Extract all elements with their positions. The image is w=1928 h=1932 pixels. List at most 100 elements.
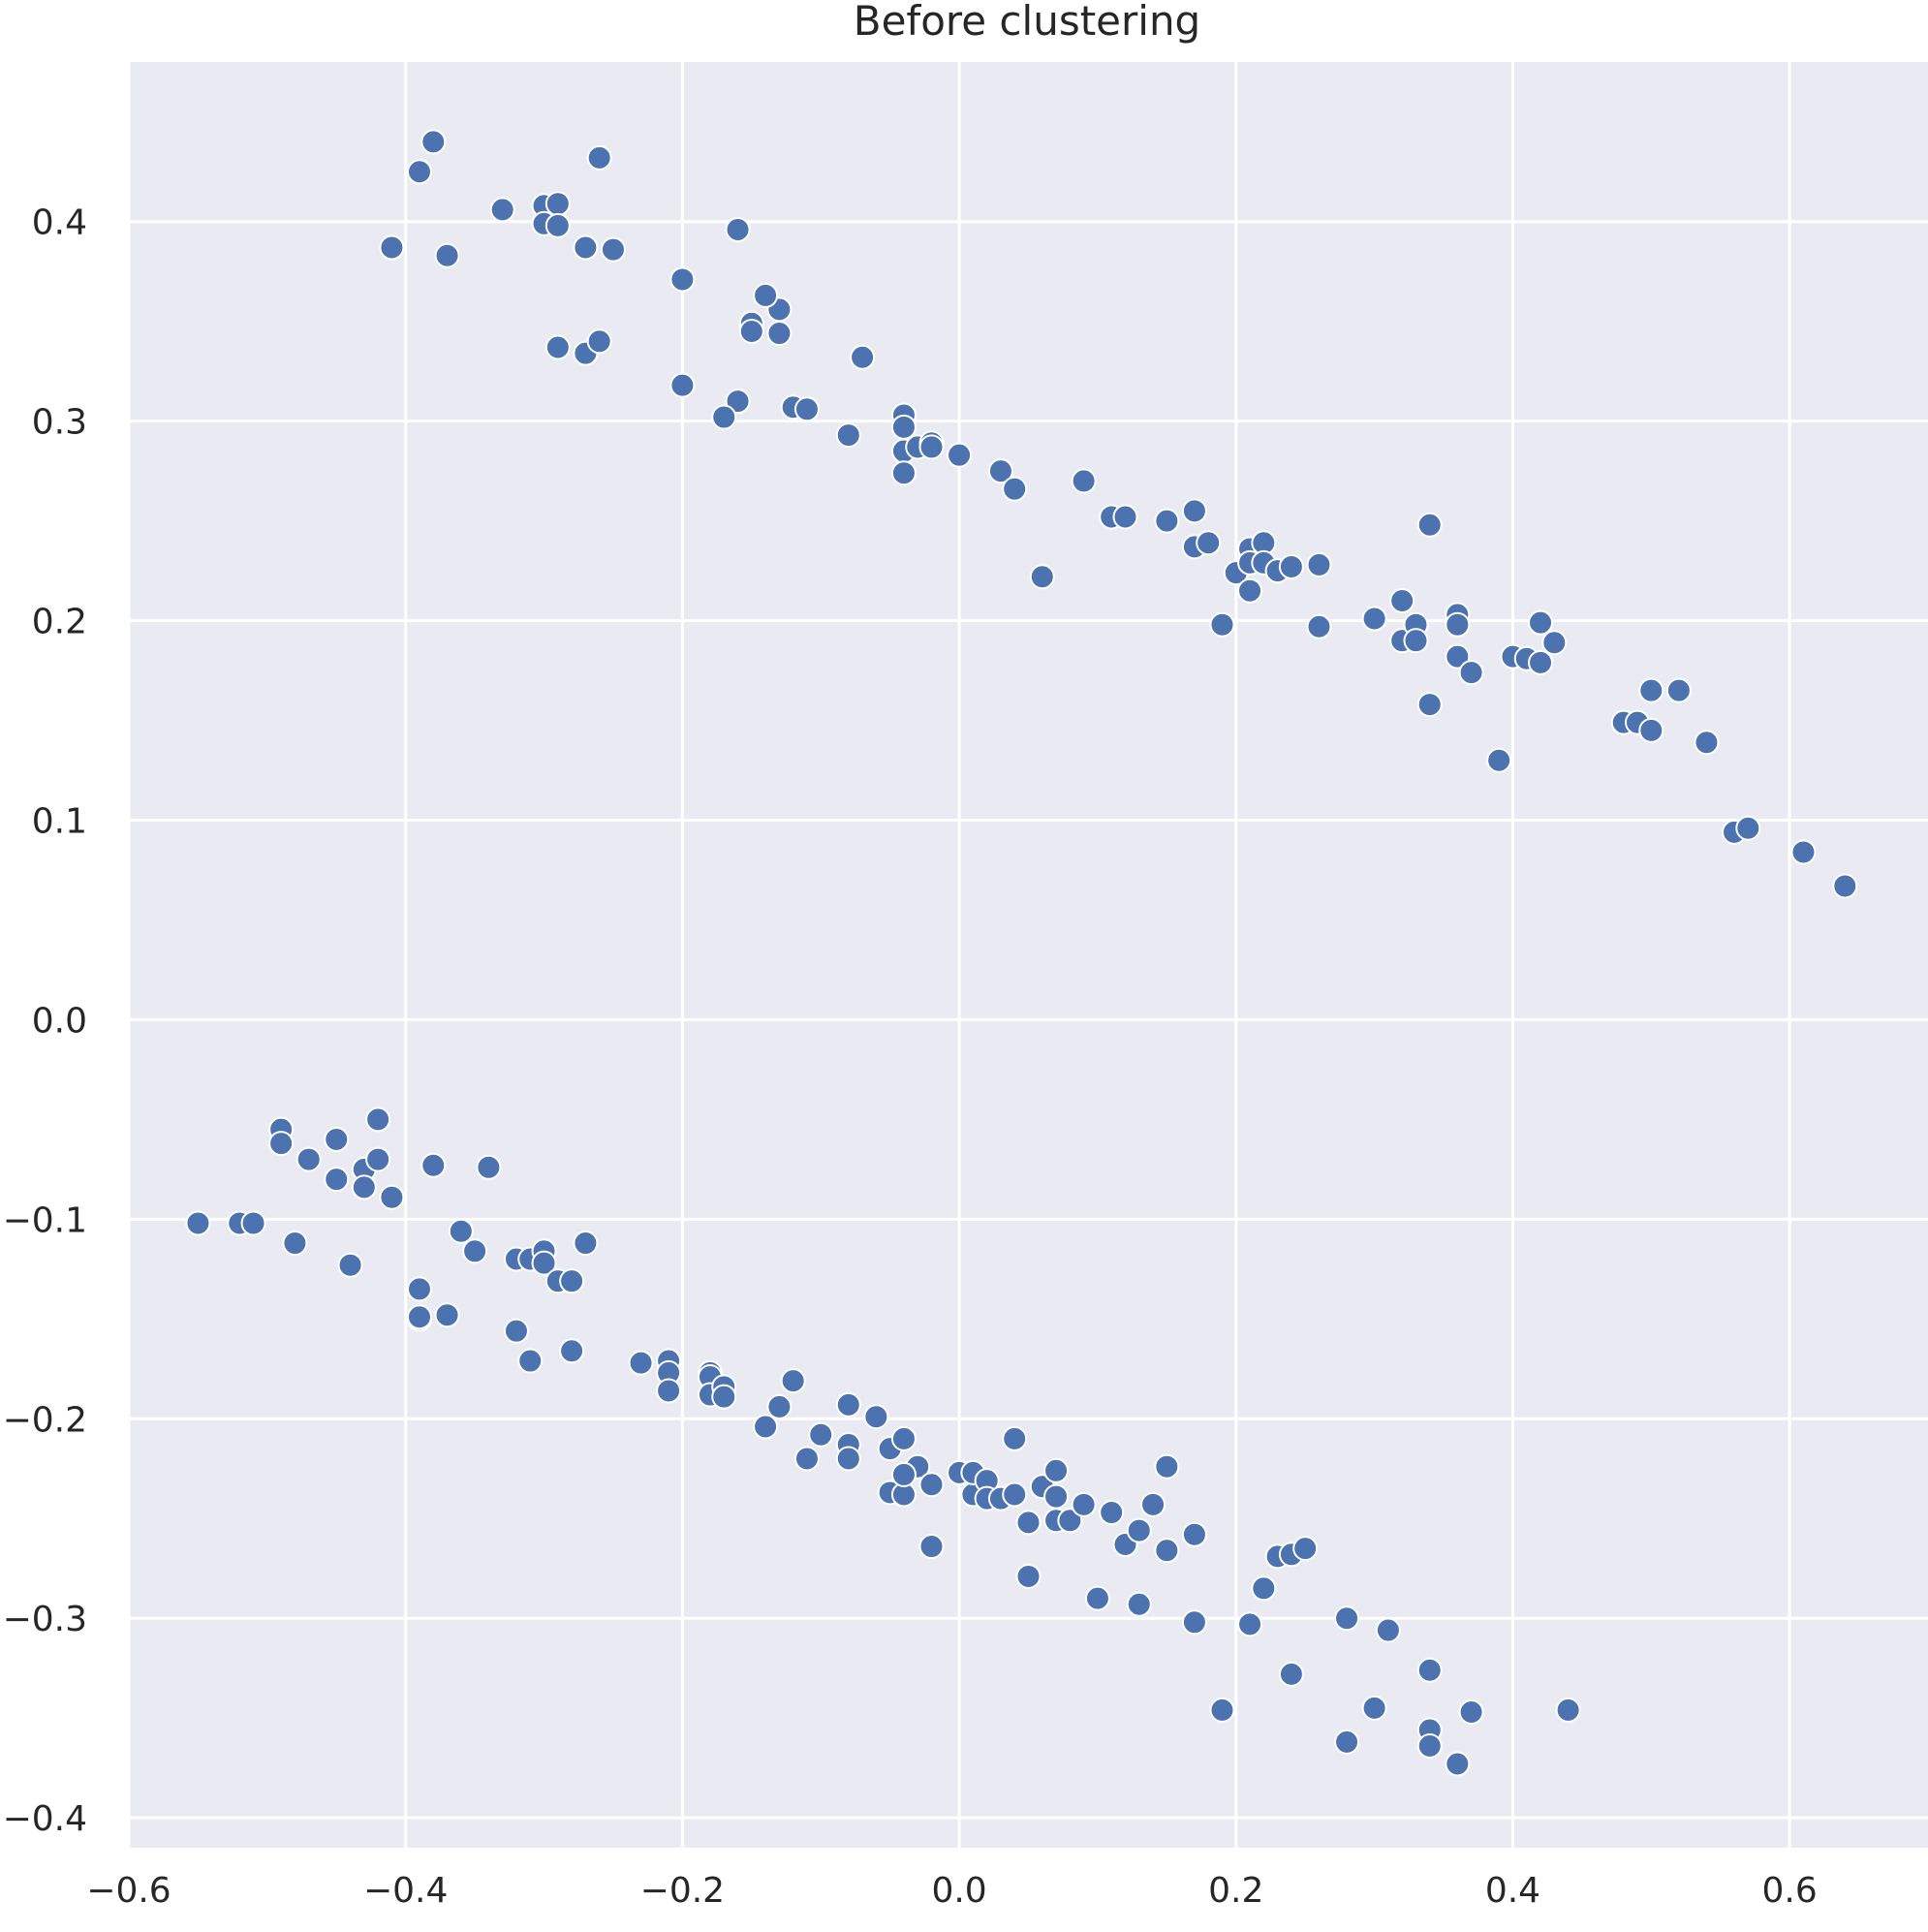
- data-point-s1-80: [1126, 1591, 1152, 1617]
- data-point-s1-67: [1002, 1425, 1028, 1451]
- data-point-s0-7: [544, 212, 571, 238]
- data-point-s0-57: [1306, 613, 1332, 639]
- data-point-s1-96: [1361, 1695, 1387, 1721]
- data-point-s1-100: [1416, 1732, 1443, 1759]
- data-points: [185, 129, 1858, 1777]
- data-point-s1-10: [351, 1174, 377, 1200]
- data-point-s1-99: [1416, 1657, 1443, 1683]
- data-point-s0-83: [1790, 839, 1817, 865]
- data-point-s1-13: [379, 1184, 405, 1210]
- x-tick-label-4: 0.2: [1208, 1871, 1263, 1911]
- data-point-s0-67: [1458, 660, 1484, 686]
- data-point-s1-43: [766, 1393, 793, 1419]
- data-point-s1-94: [1334, 1605, 1360, 1632]
- data-point-s1-22: [531, 1250, 557, 1276]
- data-point-s0-73: [1541, 630, 1568, 656]
- data-point-s1-66: [1002, 1481, 1028, 1508]
- data-point-s0-14: [544, 334, 571, 360]
- y-axis-tick-labels: −0.4 −0.3 −0.2 −0.1 0.0 0.1 0.2 0.3 0.4: [3, 203, 87, 1839]
- y-tick-label-6: 0.2: [32, 603, 87, 642]
- data-point-s1-16: [476, 1154, 502, 1180]
- data-point-s1-44: [780, 1368, 806, 1394]
- data-point-s0-12: [725, 216, 751, 242]
- plot-area: [129, 62, 1928, 1848]
- data-point-s1-97: [1375, 1617, 1401, 1643]
- data-point-s0-39: [1029, 564, 1055, 590]
- data-point-s0-74: [1486, 747, 1512, 773]
- data-point-s0-20: [753, 282, 779, 308]
- data-point-s0-25: [711, 404, 737, 430]
- data-point-s1-49: [835, 1446, 861, 1472]
- data-point-s0-34: [918, 434, 945, 460]
- data-point-s1-50: [863, 1404, 889, 1430]
- y-tick-label-5: 0.1: [32, 802, 87, 842]
- data-point-s0-59: [1389, 587, 1415, 613]
- data-point-s1-85: [1181, 1521, 1207, 1547]
- data-point-s1-78: [1099, 1500, 1125, 1526]
- data-point-s1-32: [559, 1338, 585, 1364]
- data-point-s0-0: [420, 129, 447, 155]
- data-point-s0-1: [406, 159, 432, 185]
- x-axis-tick-labels: −0.6 −0.4 −0.2 0.0 0.2 0.4 0.6: [86, 1871, 1817, 1911]
- x-tick-label-5: 0.4: [1485, 1871, 1540, 1911]
- data-point-s1-70: [1015, 1510, 1042, 1536]
- data-point-s0-56: [1209, 611, 1235, 638]
- data-point-s1-11: [365, 1106, 391, 1133]
- data-point-s1-29: [434, 1302, 460, 1328]
- data-point-s0-58: [1361, 606, 1387, 632]
- data-point-s1-81: [1126, 1517, 1152, 1543]
- data-point-s1-26: [406, 1276, 432, 1302]
- grid-lines: [127, 62, 1928, 1848]
- data-point-s1-47: [835, 1391, 861, 1418]
- data-point-s0-80: [1694, 730, 1720, 756]
- data-point-s1-86: [1181, 1609, 1207, 1636]
- x-tick-label-1: −0.4: [363, 1871, 448, 1911]
- data-point-s0-21: [766, 321, 793, 347]
- data-point-s1-31: [517, 1348, 544, 1374]
- data-point-s1-57: [918, 1472, 945, 1498]
- data-point-s1-102: [1458, 1698, 1484, 1725]
- y-tick-label-1: −0.3: [3, 1600, 87, 1639]
- data-point-s0-43: [1154, 508, 1180, 534]
- data-point-s0-36: [947, 442, 973, 468]
- data-point-s1-53: [890, 1425, 917, 1451]
- data-point-s0-23: [669, 372, 696, 398]
- data-point-s0-52: [1237, 577, 1263, 604]
- data-point-s1-59: [890, 1461, 917, 1487]
- data-point-s1-42: [753, 1414, 779, 1440]
- y-tick-label-0: −0.4: [3, 1799, 87, 1839]
- data-point-s1-4: [268, 1131, 295, 1157]
- data-point-s0-11: [600, 236, 626, 263]
- data-point-s1-25: [559, 1268, 585, 1294]
- data-point-s1-7: [324, 1126, 350, 1152]
- y-tick-label-3: −0.1: [3, 1200, 87, 1240]
- data-point-s0-82: [1735, 815, 1761, 841]
- x-tick-label-6: 0.6: [1762, 1871, 1818, 1911]
- data-point-s1-58: [918, 1534, 945, 1560]
- data-point-s1-95: [1334, 1729, 1360, 1755]
- data-point-s1-46: [793, 1446, 820, 1472]
- data-point-s0-8: [379, 234, 405, 261]
- data-point-s1-41: [711, 1384, 737, 1410]
- data-point-s1-18: [462, 1238, 488, 1264]
- data-point-s0-9: [434, 242, 460, 268]
- data-point-s0-66: [1445, 611, 1471, 638]
- x-tick-label-0: −0.6: [86, 1871, 171, 1911]
- data-point-s0-68: [1416, 692, 1443, 718]
- data-point-s0-62: [1416, 512, 1443, 538]
- y-tick-label-8: 0.4: [32, 203, 87, 243]
- data-point-s0-55: [1306, 551, 1332, 577]
- data-point-s1-12: [365, 1146, 391, 1172]
- data-point-s0-27: [793, 396, 820, 422]
- data-point-s0-78: [1638, 717, 1664, 743]
- data-point-s0-40: [1071, 468, 1097, 494]
- data-point-s0-16: [586, 328, 612, 355]
- data-point-s0-35: [890, 460, 917, 486]
- y-tick-label-4: 0.0: [32, 1001, 87, 1041]
- data-point-s1-75: [1057, 1508, 1083, 1534]
- data-point-s1-72: [1043, 1483, 1070, 1510]
- data-point-s0-30: [890, 414, 917, 440]
- y-tick-label-7: 0.3: [32, 403, 87, 443]
- x-tick-label-3: 0.0: [931, 1871, 986, 1911]
